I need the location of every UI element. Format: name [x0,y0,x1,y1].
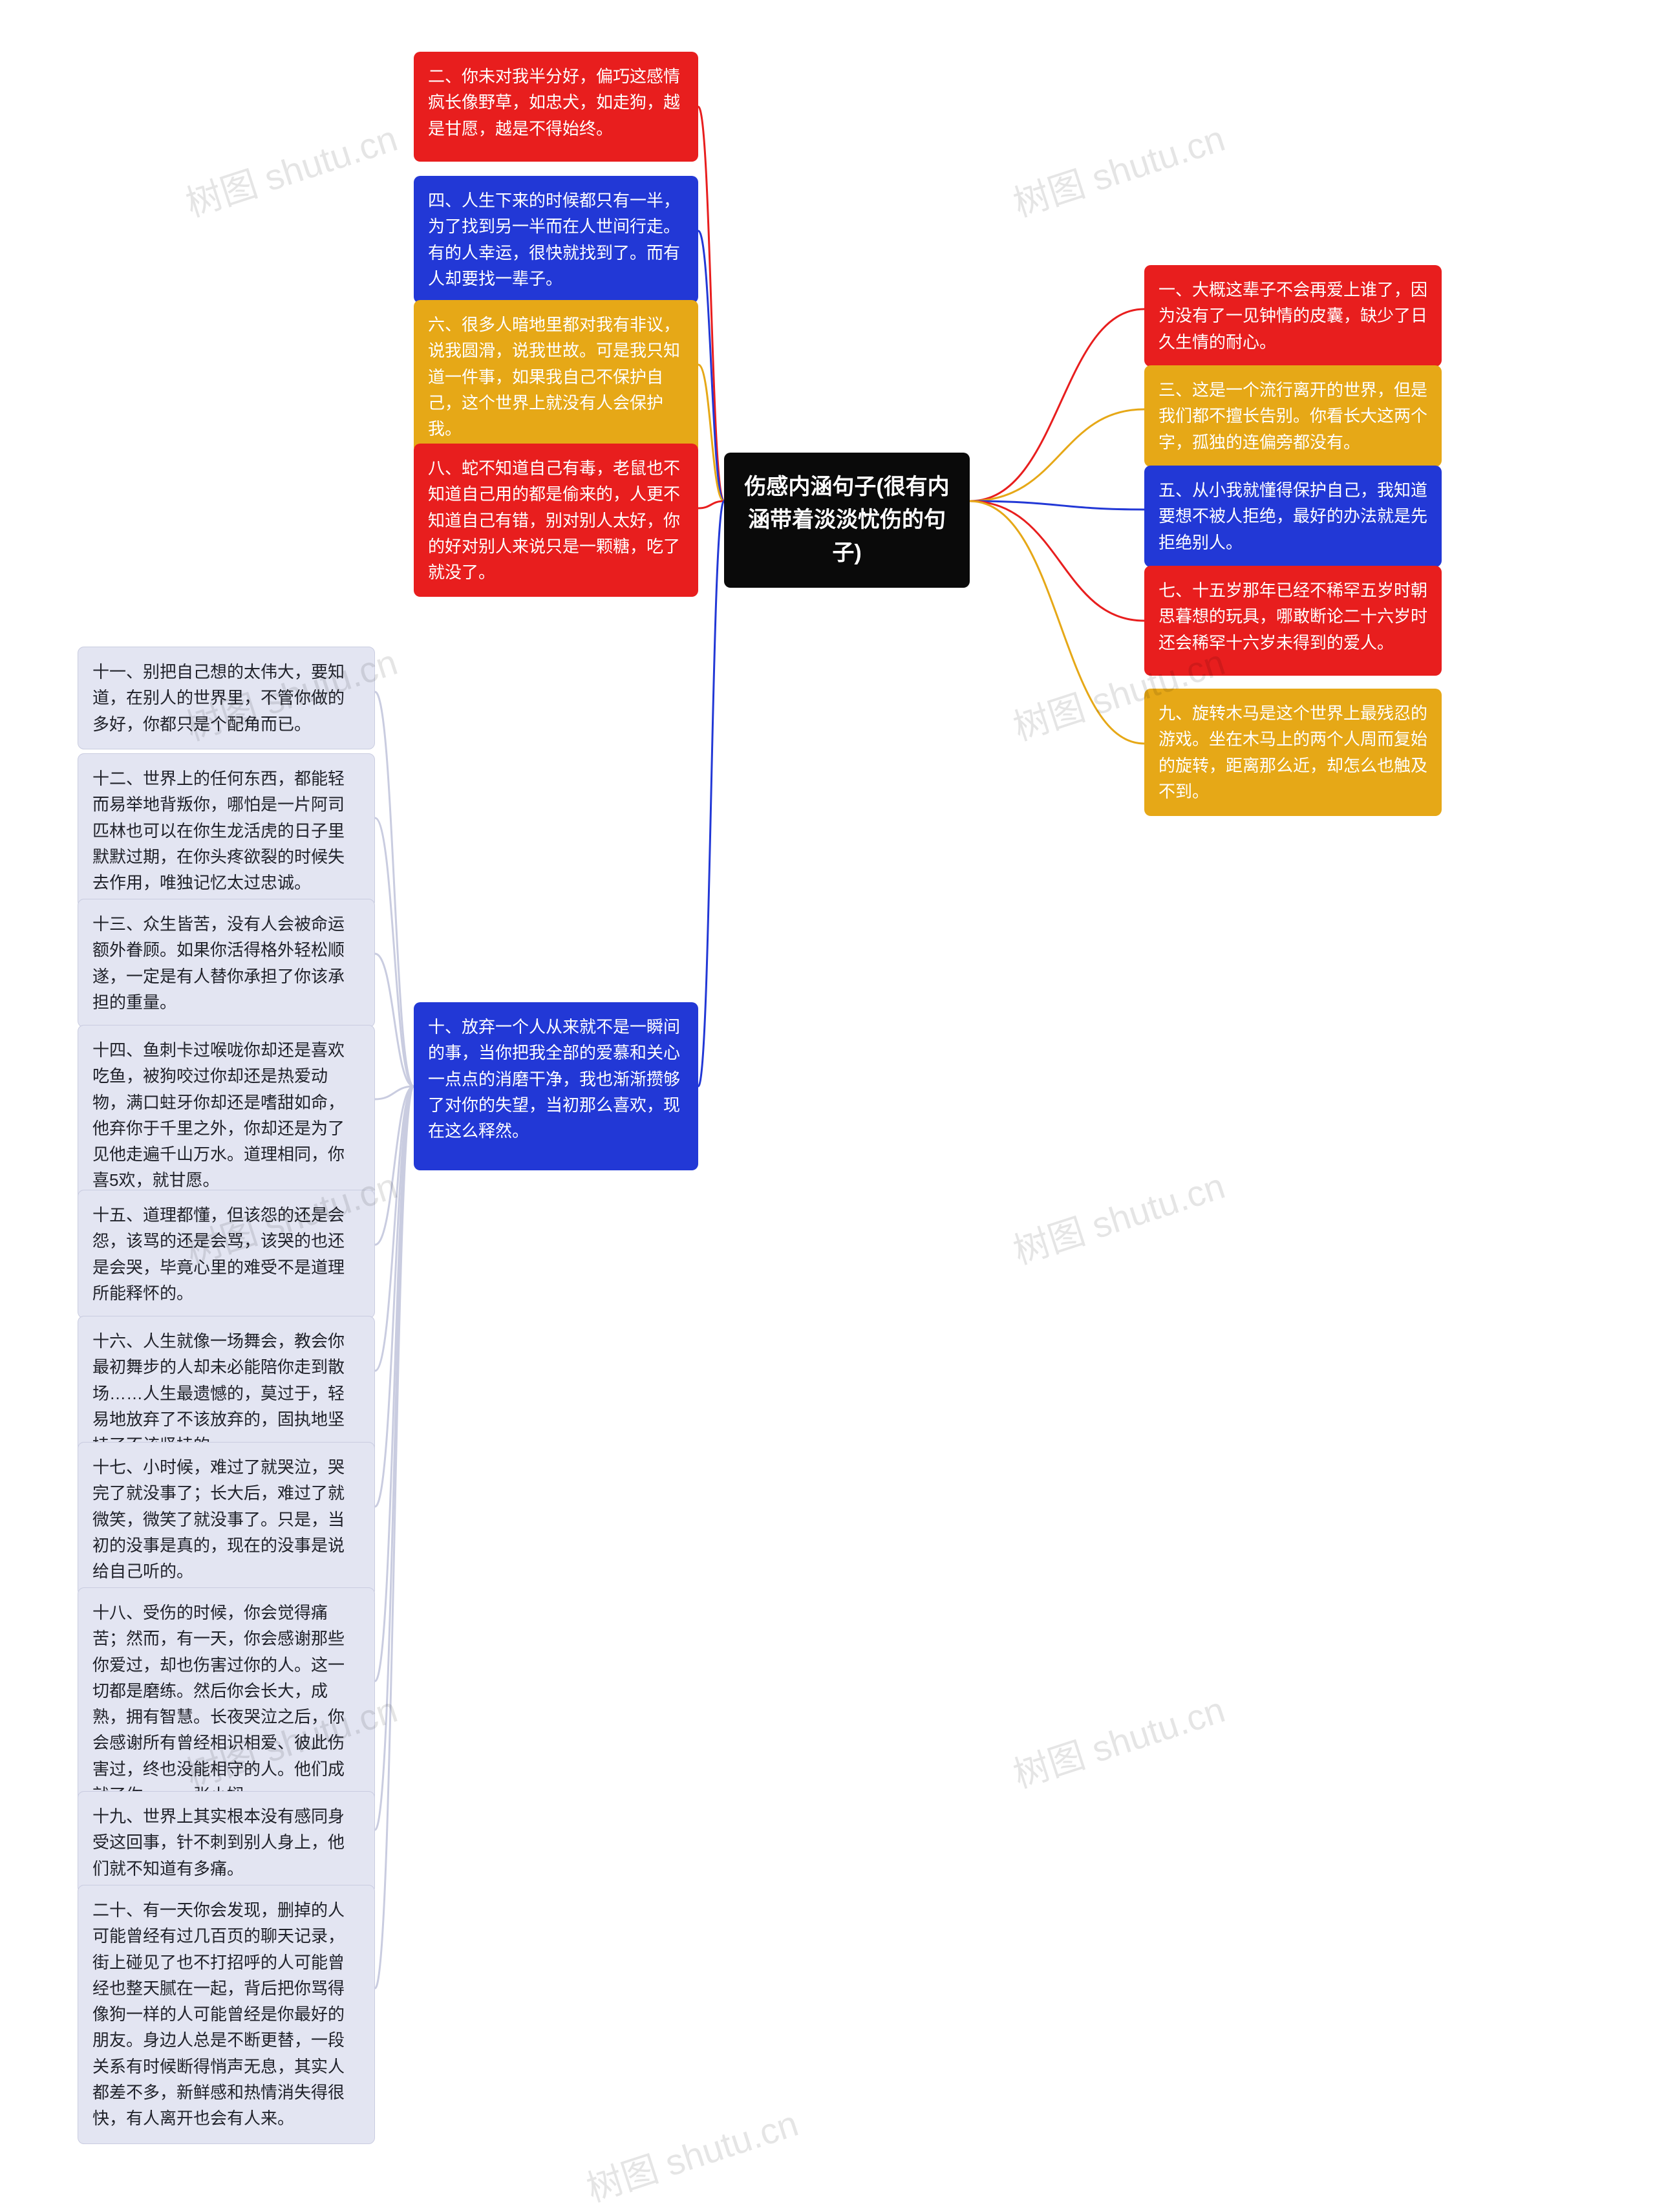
watermark: 树图 shutu.cn [178,110,403,228]
branch-node-4: 四、人生下来的时候都只有一半，为了找到另一半而在人世间行走。有的人幸运，很快就找… [414,176,698,303]
branch-node-6: 六、很多人暗地里都对我有非议，说我圆滑，说我世故。可是我只知道一件事，如果我自己… [414,300,698,453]
leaf-node-18: 十八、受伤的时候，你会觉得痛苦；然而，有一天，你会感谢那些你爱过，却也伤害过你的… [78,1587,375,1820]
leaf-node-17: 十七、小时候，难过了就哭泣，哭完了就没事了；长大后，难过了就微笑，微笑了就没事了… [78,1442,375,1596]
branch-node-8: 八、蛇不知道自己有毒，老鼠也不知道自己用的都是偷来的，人更不知道自己有错，别对别… [414,444,698,597]
leaf-node-14: 十四、鱼刺卡过喉咙你却还是喜欢吃鱼，被狗咬过你却还是热爱动物，满口蛀牙你却还是嗜… [78,1025,375,1206]
watermark: 树图 shutu.cn [1006,1681,1231,1799]
leaf-node-15: 十五、道理都懂，但该怨的还是会怨，该骂的还是会骂，该哭的也还是会哭，毕竟心里的难… [78,1190,375,1318]
leaf-node-12: 十二、世界上的任何东西，都能轻而易举地背叛你，哪怕是一片阿司匹林也可以在你生龙活… [78,753,375,908]
leaf-node-11: 十一、别把自己想的太伟大，要知道，在别人的世界里，不管你做的多好，你都只是个配角… [78,647,375,749]
branch-node-2: 二、你未对我半分好，偏巧这感情疯长像野草，如忠犬，如走狗，越是甘愿，越是不得始终… [414,52,698,162]
branch-node-5: 五、从小我就懂得保护自己，我知道要想不被人拒绝，最好的办法就是先拒绝别人。 [1144,466,1442,567]
watermark: 树图 shutu.cn [1006,110,1231,228]
center-node: 伤感内涵句子(很有内涵带着淡淡忧伤的句子) [724,453,970,588]
mindmap-canvas: 伤感内涵句子(很有内涵带着淡淡忧伤的句子) 一、大概这辈子不会再爱上谁了，因为没… [0,0,1655,2193]
branch-node-3: 三、这是一个流行离开的世界，但是我们都不擅长告别。你看长大这两个字，孤独的连偏旁… [1144,365,1442,467]
leaf-node-19: 十九、世界上其实根本没有感同身受这回事，针不刺到别人身上，他们就不知道有多痛。 [78,1791,375,1894]
branch-node-9: 九、旋转木马是这个世界上最残忍的游戏。坐在木马上的两个人周而复始的旋转，距离那么… [1144,689,1442,816]
watermark: 树图 shutu.cn [1006,1157,1231,1275]
leaf-node-13: 十三、众生皆苦，没有人会被命运额外眷顾。如果你活得格外轻松顺遂，一定是有人替你承… [78,899,375,1027]
branch-node-1: 一、大概这辈子不会再爱上谁了，因为没有了一见钟情的皮囊，缺少了日久生情的耐心。 [1144,265,1442,367]
watermark: 树图 shutu.cn [579,2095,804,2212]
leaf-node-20: 二十、有一天你会发现，删掉的人可能曾经有过几百页的聊天记录，街上碰见了也不打招呼… [78,1885,375,2144]
branch-node-7: 七、十五岁那年已经不稀罕五岁时朝思暮想的玩具，哪敢断论二十六岁时还会稀罕十六岁未… [1144,566,1442,676]
branch-node-10: 十、放弃一个人从来就不是一瞬间的事，当你把我全部的爱慕和关心一点点的消磨干净，我… [414,1002,698,1170]
